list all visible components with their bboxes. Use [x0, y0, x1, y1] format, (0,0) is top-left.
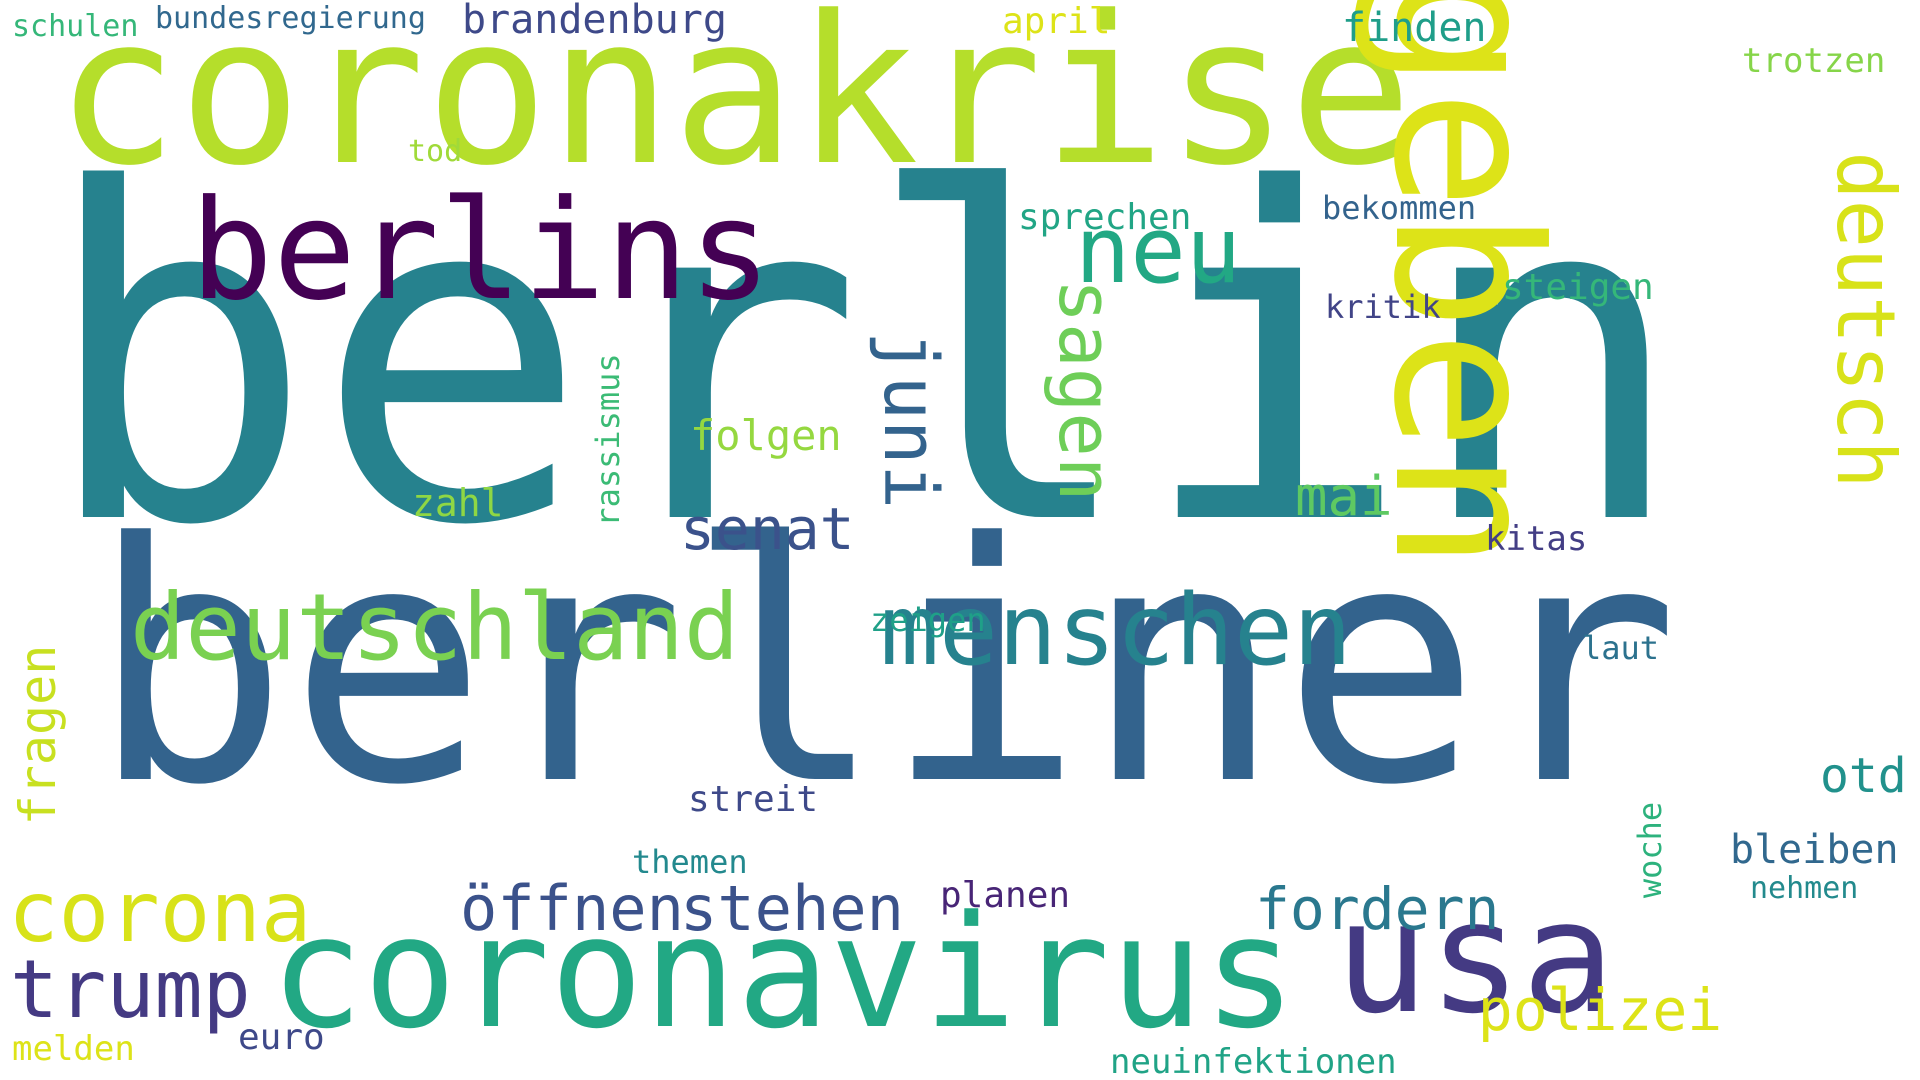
- word-kitas: kitas: [1485, 519, 1588, 559]
- word-melden: melden: [12, 1029, 135, 1069]
- word-brandenburg: brandenburg: [462, 0, 727, 43]
- word-euro: euro: [238, 1017, 325, 1058]
- word-deutschland: deutschland: [130, 574, 740, 681]
- word-usa: usa: [1335, 867, 1615, 1048]
- word-planen: planen: [940, 875, 1071, 916]
- word-folgen: folgen: [690, 411, 842, 460]
- word-senat: senat: [680, 495, 855, 563]
- word-deutsch: deutsch: [1819, 151, 1912, 489]
- word-rassismus: rassismus: [589, 353, 627, 527]
- word-coronavirus: coronavirus: [270, 882, 1297, 1063]
- word-trotzen: trotzen: [1742, 41, 1886, 81]
- word-april: april: [1002, 1, 1111, 42]
- word-oeffnen: öffnen: [460, 872, 684, 945]
- word-sprechen: sprechen: [1018, 197, 1192, 238]
- word-juni: juni: [867, 330, 953, 510]
- word-bleiben: bleiben: [1730, 827, 1899, 873]
- word-mai: mai: [1295, 465, 1393, 528]
- word-neu: neu: [1075, 197, 1242, 304]
- word-trump: trump: [10, 943, 251, 1036]
- word-laut: laut: [1582, 629, 1660, 667]
- word-zeigen: zeigen: [870, 601, 986, 639]
- word-zahl: zahl: [412, 481, 504, 525]
- word-kritik: kritik: [1325, 288, 1441, 326]
- word-sagen: sagen: [1042, 278, 1128, 502]
- word-stehen: stehen: [680, 872, 904, 945]
- word-menschen: menschen: [880, 574, 1353, 688]
- word-otd: otd: [1820, 748, 1907, 804]
- word-berlin: berlin: [40, 94, 1688, 625]
- word-themen: themen: [632, 843, 748, 881]
- word-berlins: berlins: [190, 170, 772, 331]
- word-nehmen: nehmen: [1750, 871, 1859, 906]
- word-woche: woche: [1631, 801, 1669, 899]
- word-bundesregierung: bundesregierung: [155, 1, 426, 36]
- word-steigen: steigen: [1502, 267, 1654, 308]
- word-neuinfektionen: neuinfektionen: [1110, 1042, 1397, 1080]
- word-coronakrise: coronakrise: [55, 0, 1413, 211]
- word-finden: finden: [1342, 5, 1487, 51]
- word-bekommen: bekommen: [1322, 189, 1477, 227]
- word-corona: corona: [8, 863, 312, 961]
- word-schulen: schulen: [12, 9, 139, 44]
- word-polizei: polizei: [1477, 976, 1723, 1044]
- word-fordern: fordern: [1255, 875, 1500, 943]
- word-berliner: berliner: [90, 473, 1680, 857]
- word-fragen: fragen: [9, 644, 67, 826]
- word-tod: tod: [408, 134, 463, 169]
- word-streit: streit: [688, 779, 819, 820]
